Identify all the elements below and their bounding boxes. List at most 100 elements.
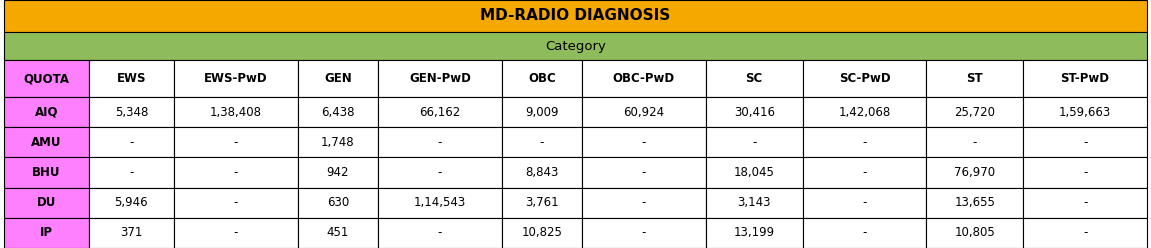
- Bar: [378, 218, 502, 248]
- Bar: [174, 187, 298, 218]
- Bar: [3, 218, 89, 248]
- Bar: [378, 157, 502, 187]
- Bar: [89, 187, 174, 218]
- Bar: [174, 97, 298, 127]
- Bar: [582, 218, 706, 248]
- Text: -: -: [234, 196, 238, 209]
- Text: QUOTA: QUOTA: [23, 72, 69, 85]
- Bar: [502, 60, 582, 97]
- Text: -: -: [234, 136, 238, 149]
- Bar: [3, 32, 1148, 60]
- Text: -: -: [1083, 166, 1088, 179]
- Text: OBC-PwD: OBC-PwD: [612, 72, 674, 85]
- Bar: [3, 97, 89, 127]
- Text: 18,045: 18,045: [734, 166, 775, 179]
- Text: 1,14,543: 1,14,543: [413, 196, 466, 209]
- Bar: [298, 187, 378, 218]
- Text: MD-RADIO DIAGNOSIS: MD-RADIO DIAGNOSIS: [480, 8, 671, 23]
- Text: OBC: OBC: [528, 72, 556, 85]
- Bar: [89, 97, 174, 127]
- Bar: [89, 60, 174, 97]
- Text: -: -: [234, 226, 238, 239]
- Bar: [802, 60, 927, 97]
- Text: -: -: [642, 136, 646, 149]
- Bar: [802, 218, 927, 248]
- Bar: [502, 157, 582, 187]
- Bar: [378, 187, 502, 218]
- Text: 10,825: 10,825: [521, 226, 563, 239]
- Text: 13,655: 13,655: [954, 196, 996, 209]
- Text: 76,970: 76,970: [954, 166, 996, 179]
- Bar: [706, 187, 802, 218]
- Bar: [582, 97, 706, 127]
- Bar: [582, 127, 706, 157]
- Text: -: -: [540, 136, 544, 149]
- Bar: [802, 157, 927, 187]
- Text: -: -: [1083, 136, 1088, 149]
- Bar: [174, 60, 298, 97]
- Bar: [3, 60, 89, 97]
- Bar: [89, 157, 174, 187]
- Bar: [298, 60, 378, 97]
- Bar: [802, 187, 927, 218]
- Bar: [174, 218, 298, 248]
- Text: 5,946: 5,946: [115, 196, 148, 209]
- Text: 942: 942: [327, 166, 349, 179]
- Text: -: -: [752, 136, 756, 149]
- Text: -: -: [437, 166, 442, 179]
- Bar: [502, 218, 582, 248]
- Text: -: -: [437, 226, 442, 239]
- Bar: [298, 127, 378, 157]
- Text: 6,438: 6,438: [321, 106, 355, 119]
- Text: DU: DU: [37, 196, 56, 209]
- Bar: [802, 127, 927, 157]
- Bar: [927, 157, 1023, 187]
- Text: -: -: [642, 166, 646, 179]
- Text: -: -: [862, 226, 867, 239]
- Text: -: -: [973, 136, 977, 149]
- Text: AIQ: AIQ: [35, 106, 59, 119]
- Text: 5,348: 5,348: [115, 106, 148, 119]
- Text: -: -: [862, 196, 867, 209]
- Text: Category: Category: [546, 39, 605, 53]
- Bar: [298, 218, 378, 248]
- Text: 8,843: 8,843: [525, 166, 558, 179]
- Text: EWS-PwD: EWS-PwD: [204, 72, 267, 85]
- Text: -: -: [862, 166, 867, 179]
- Text: GEN-PwD: GEN-PwD: [409, 72, 471, 85]
- Bar: [298, 157, 378, 187]
- Text: IP: IP: [40, 226, 53, 239]
- Text: -: -: [642, 196, 646, 209]
- Text: -: -: [642, 226, 646, 239]
- Text: 3,143: 3,143: [738, 196, 771, 209]
- Text: 1,42,068: 1,42,068: [838, 106, 891, 119]
- Bar: [1023, 60, 1148, 97]
- Bar: [802, 97, 927, 127]
- Text: 371: 371: [120, 226, 143, 239]
- Text: 1,59,663: 1,59,663: [1059, 106, 1111, 119]
- Bar: [502, 127, 582, 157]
- Bar: [706, 60, 802, 97]
- Bar: [89, 127, 174, 157]
- Text: -: -: [129, 166, 134, 179]
- Bar: [927, 127, 1023, 157]
- Text: ST-PwD: ST-PwD: [1060, 72, 1110, 85]
- Text: SC: SC: [746, 72, 763, 85]
- Bar: [174, 157, 298, 187]
- Bar: [582, 157, 706, 187]
- Text: AMU: AMU: [31, 136, 62, 149]
- Bar: [582, 60, 706, 97]
- Text: 1,38,408: 1,38,408: [209, 106, 261, 119]
- Text: 30,416: 30,416: [733, 106, 775, 119]
- Bar: [378, 127, 502, 157]
- Bar: [927, 60, 1023, 97]
- Text: -: -: [129, 136, 134, 149]
- Bar: [378, 60, 502, 97]
- Bar: [1023, 127, 1148, 157]
- Bar: [298, 97, 378, 127]
- Text: -: -: [862, 136, 867, 149]
- Bar: [1023, 218, 1148, 248]
- Bar: [3, 157, 89, 187]
- Text: GEN: GEN: [323, 72, 352, 85]
- Bar: [1023, 187, 1148, 218]
